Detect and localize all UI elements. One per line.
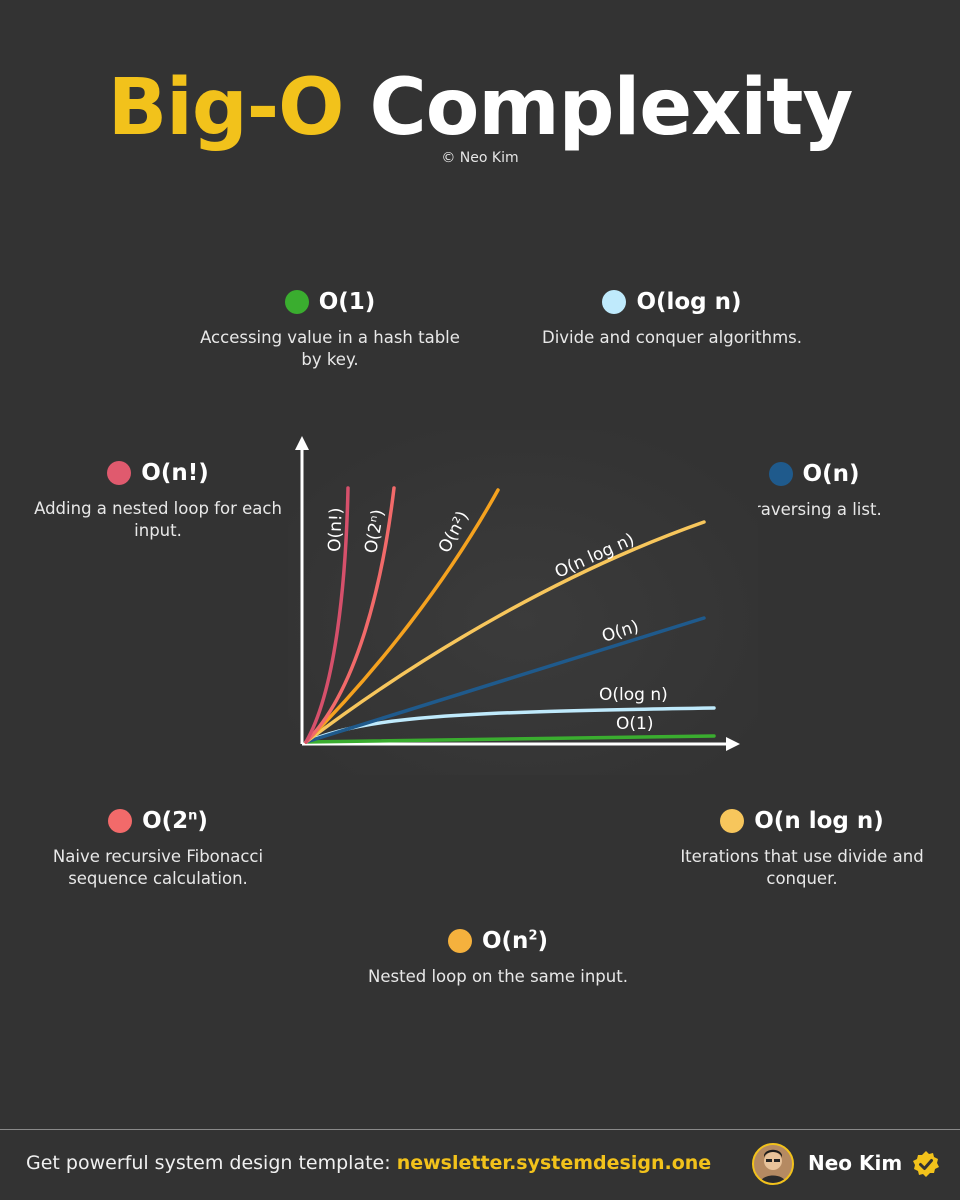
series-o1-line	[304, 734, 716, 744]
legend-ofactorial: O(n!) Adding a nested loop for each inpu…	[28, 456, 288, 542]
series-label-ofactorial: O(n!)	[325, 507, 347, 552]
series-label-o1: O(1)	[616, 714, 653, 734]
legend-description: Divide and conquer algorithms.	[542, 328, 803, 347]
dot-ofactorial	[107, 461, 132, 485]
dot-on	[768, 462, 793, 486]
title-rest: Complexity	[369, 63, 854, 153]
legend-description: Adding a nested loop for each input.	[34, 499, 282, 540]
legend-label: O(log n)	[636, 289, 742, 315]
title-highlight: Big-O	[107, 63, 345, 153]
y-axis-arrow-icon	[295, 436, 309, 450]
legend-label: O(n)	[802, 461, 860, 487]
legend-label: O(2n)	[142, 808, 208, 834]
series-label-ologn: O(log n)	[599, 685, 668, 705]
legend-on: O(n) Traversing a list.	[684, 457, 944, 521]
dot-ologn	[602, 290, 627, 314]
author-name: Neo Kim	[808, 1151, 903, 1175]
complexity-chart: O(1) O(log n) O(n) O(n log n) O(n²) O(2ⁿ…	[288, 430, 758, 775]
legend-onlogn: O(n log n) Iterations that use divide an…	[672, 804, 932, 890]
series-on-line	[304, 616, 706, 744]
dot-o2n	[108, 809, 133, 833]
series-o2n-line	[304, 486, 396, 744]
legend-on2: O(n2) Nested loop on the same input.	[368, 924, 628, 988]
legend-ologn: O(log n) Divide and conquer algorithms.	[542, 285, 802, 349]
legend-label: O(n2)	[481, 928, 548, 954]
legend-description: Nested loop on the same input.	[368, 967, 628, 986]
avatar	[752, 1143, 794, 1185]
legend-description: Iterations that use divide and conquer.	[680, 847, 924, 888]
legend-label: O(n!)	[141, 460, 209, 486]
dot-on2	[447, 929, 472, 953]
verified-badge-icon	[913, 1151, 939, 1177]
dot-o1	[284, 290, 309, 314]
legend-description: Naive recursive Fibonacci sequence calcu…	[52, 847, 264, 888]
legend-label: O(1)	[318, 289, 376, 315]
copyright: © Neo Kim	[441, 150, 519, 166]
legend-label: O(n log n)	[754, 808, 884, 834]
dot-onlogn	[720, 809, 745, 833]
promo-text: Get powerful system design template: new…	[26, 1152, 712, 1174]
series-ofactorial-line	[304, 486, 350, 744]
newsletter-link[interactable]: newsletter.systemdesign.one	[396, 1152, 712, 1174]
legend-o1: O(1) Accessing value in a hash table by …	[200, 285, 460, 371]
legend-o2n: O(2n) Naive recursive Fibonacci sequence…	[28, 804, 288, 890]
footer: Get powerful system design template: new…	[0, 1129, 960, 1200]
series-on2-line	[304, 488, 500, 744]
page-title: Big-O Complexity	[0, 58, 960, 158]
legend-description: Traversing a list.	[746, 500, 882, 519]
x-axis-arrow-icon	[726, 737, 740, 751]
legend-description: Accessing value in a hash table by key.	[200, 328, 460, 369]
series-onlogn-line	[304, 520, 706, 744]
